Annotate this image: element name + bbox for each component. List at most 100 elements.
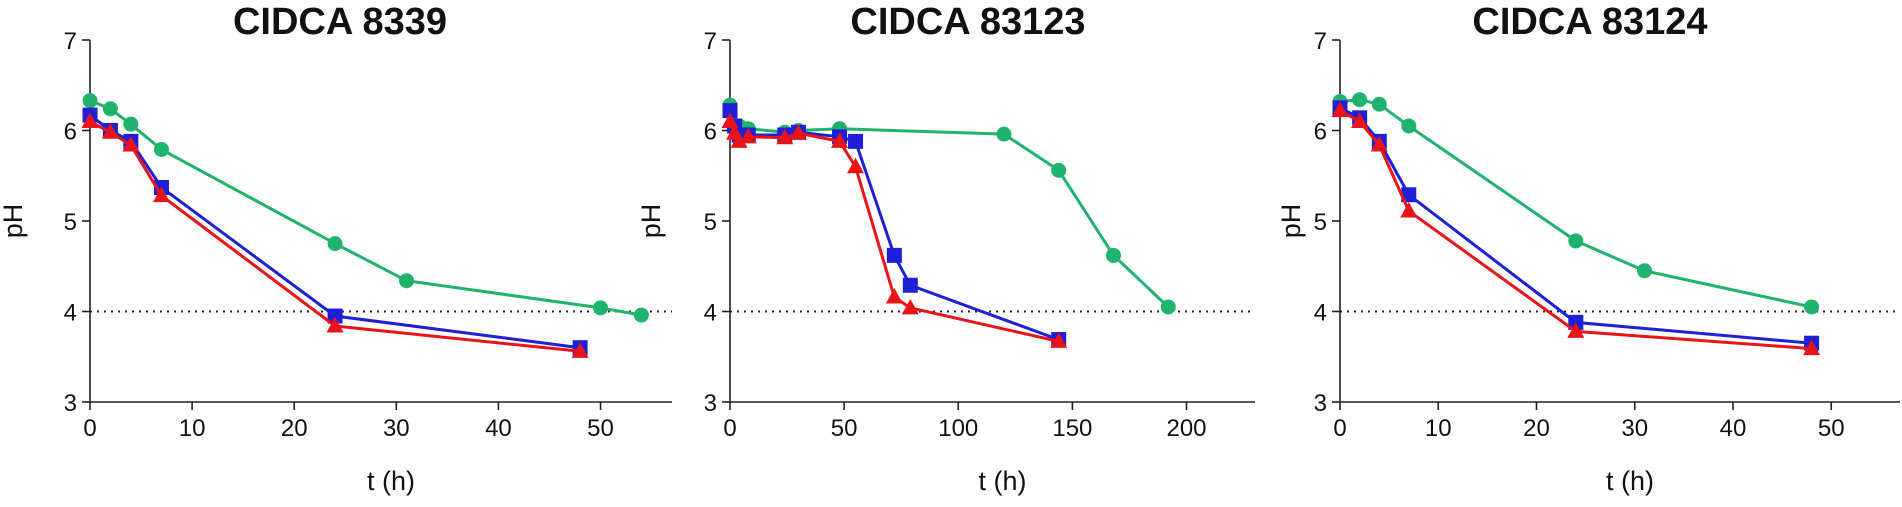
data-point-circle xyxy=(123,116,139,132)
data-point-triangle xyxy=(1400,202,1418,218)
data-point-circle xyxy=(153,142,169,158)
data-point-circle xyxy=(1804,299,1820,315)
data-point-square xyxy=(886,247,902,263)
data-point-circle xyxy=(82,93,98,109)
series-red-triangles xyxy=(1331,101,1821,356)
series-line xyxy=(1339,109,1812,351)
y-tick-label: 3 xyxy=(1314,390,1327,417)
chart-panel-1: CIDCA 8339 3 4 5 6 7 0 10 20 30 40 50 t (h) pH xyxy=(0,1,672,496)
x-tick-label: 20 xyxy=(281,415,308,442)
y-tick-label: 4 xyxy=(64,300,77,327)
chart-title: CIDCA 8339 xyxy=(233,1,447,43)
y-tick-label: 7 xyxy=(704,28,717,55)
x-tick-label: 40 xyxy=(1720,415,1747,442)
data-point-circle xyxy=(1105,247,1121,263)
data-point-square xyxy=(902,277,918,293)
y-axis-label: pH xyxy=(636,204,666,239)
chart-panel-2: CIDCA 83123 3 4 5 6 7 0 50 100 150 200 t (h) pH xyxy=(636,1,1255,496)
data-point-triangle xyxy=(847,157,865,174)
x-tick-label: 50 xyxy=(1818,415,1845,442)
x-tick-label: 200 xyxy=(1166,415,1206,442)
data-point-circle xyxy=(399,273,415,289)
data-point-square xyxy=(327,308,343,324)
y-tick-label: 3 xyxy=(704,390,717,417)
data-point-circle xyxy=(1568,233,1584,249)
data-point-triangle xyxy=(1803,339,1821,356)
x-tick-label: 50 xyxy=(587,415,614,442)
data-point-triangle xyxy=(831,132,849,148)
data-point-triangle xyxy=(721,112,739,128)
data-point-triangle xyxy=(885,288,903,304)
data-point-square xyxy=(722,103,738,119)
data-point-triangle xyxy=(152,186,170,203)
data-point-square xyxy=(848,133,864,149)
x-axis-label: t (h) xyxy=(367,466,415,496)
x-tick-label: 10 xyxy=(179,415,206,442)
data-point-circle xyxy=(593,300,609,316)
series-green-circles xyxy=(1332,92,1820,315)
data-point-square xyxy=(1568,314,1584,330)
data-point-triangle xyxy=(776,128,794,145)
chart-panel-3: CIDCA 83124 3 4 5 6 7 0 10 20 30 40 50 t (h) pH xyxy=(1276,1,1900,496)
y-tick-label: 5 xyxy=(64,209,77,236)
data-point-triangle xyxy=(81,112,99,128)
y-tick-label: 6 xyxy=(704,119,717,146)
data-point-triangle xyxy=(901,298,919,315)
data-point-square xyxy=(1401,187,1417,203)
data-point-triangle xyxy=(101,123,119,139)
data-point-circle xyxy=(1051,162,1067,178)
data-point-triangle xyxy=(1050,332,1068,348)
x-tick-label: 0 xyxy=(83,415,96,442)
x-axis-label: t (h) xyxy=(1606,466,1654,496)
data-point-circle xyxy=(1371,96,1387,112)
data-point-triangle xyxy=(571,342,589,358)
series-red-triangles xyxy=(81,112,589,358)
data-point-triangle xyxy=(789,124,807,140)
data-point-circle xyxy=(327,236,343,252)
series-line xyxy=(728,120,1060,343)
data-point-circle xyxy=(1637,263,1653,279)
data-point-triangle xyxy=(122,135,140,152)
y-tick-label: 4 xyxy=(704,300,717,327)
x-tick-label: 30 xyxy=(383,415,410,442)
y-tick-label: 4 xyxy=(1314,300,1327,327)
x-tick-label: 50 xyxy=(831,415,858,442)
y-tick-label: 3 xyxy=(64,390,77,417)
series-line xyxy=(89,99,642,317)
x-tick-label: 0 xyxy=(1333,415,1346,442)
series-red-triangles xyxy=(721,112,1068,348)
y-tick-label: 5 xyxy=(1314,209,1327,236)
chart-title: CIDCA 83124 xyxy=(1472,1,1707,43)
data-point-triangle xyxy=(1331,101,1349,118)
data-point-triangle xyxy=(739,127,757,144)
data-point-triangle xyxy=(1370,135,1388,152)
data-point-circle xyxy=(1160,299,1176,315)
data-point-triangle xyxy=(730,132,748,148)
x-tick-label: 150 xyxy=(1052,415,1092,442)
y-axis-label: pH xyxy=(0,204,28,239)
data-point-circle xyxy=(102,101,118,117)
x-axis-label: t (h) xyxy=(978,466,1026,496)
data-point-circle xyxy=(633,307,649,323)
data-point-circle xyxy=(996,126,1012,142)
x-tick-label: 10 xyxy=(1425,415,1452,442)
data-point-triangle xyxy=(1351,112,1369,128)
y-axis-label: pH xyxy=(1276,204,1306,239)
chart-title: CIDCA 83123 xyxy=(850,1,1085,43)
x-tick-label: 0 xyxy=(723,415,736,442)
data-point-triangle xyxy=(326,316,344,333)
x-tick-label: 40 xyxy=(485,415,512,442)
y-tick-label: 7 xyxy=(1314,28,1327,55)
y-tick-label: 5 xyxy=(704,209,717,236)
series-line xyxy=(728,110,1060,342)
x-tick-label: 100 xyxy=(938,415,978,442)
x-tick-label: 30 xyxy=(1621,415,1648,442)
series-green-circles xyxy=(82,93,649,323)
series-blue-squares xyxy=(1332,100,1820,351)
y-tick-label: 7 xyxy=(64,28,77,55)
data-point-circle xyxy=(1401,118,1417,134)
series-line xyxy=(1339,106,1812,345)
data-point-circle xyxy=(1352,92,1368,108)
y-tick-label: 6 xyxy=(1314,119,1327,146)
